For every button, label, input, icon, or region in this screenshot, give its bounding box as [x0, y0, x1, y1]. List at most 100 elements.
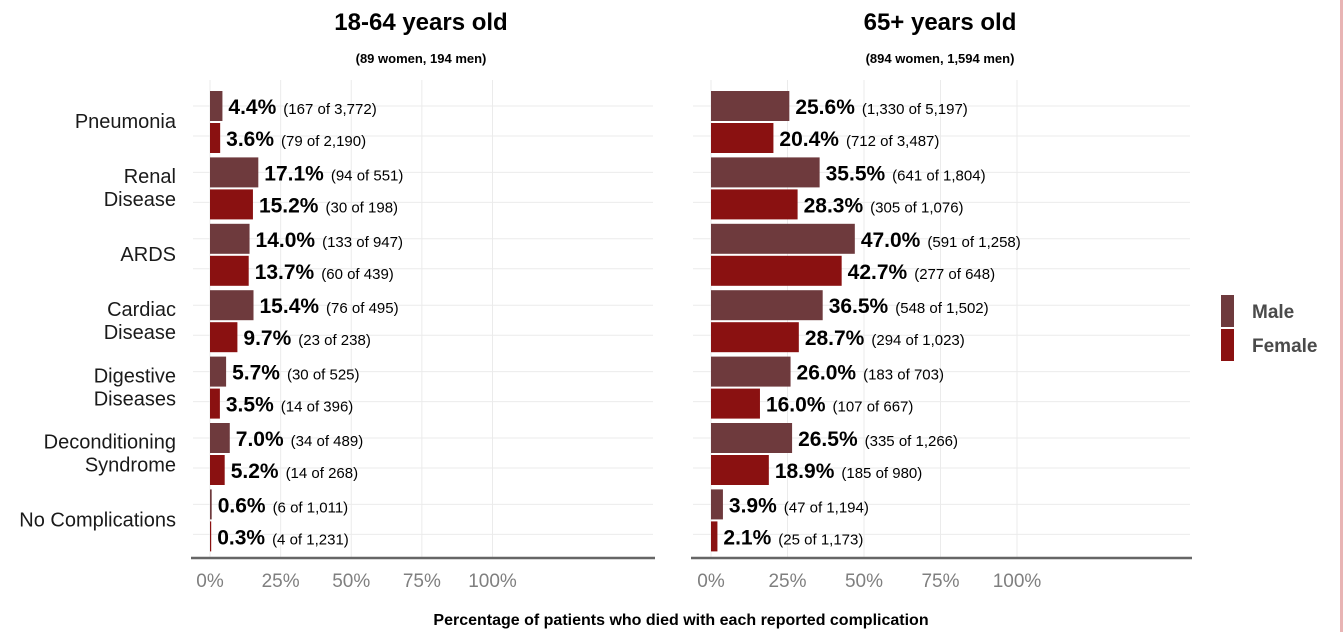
value-label: 3.9% [729, 494, 777, 517]
count-label: (30 of 525) [287, 367, 360, 384]
x-tick-label: 50% [845, 571, 883, 592]
count-label: (4 of 1,231) [272, 531, 349, 548]
bar-female [210, 521, 212, 552]
count-label: (94 of 551) [331, 167, 404, 184]
bar-female [711, 388, 760, 419]
count-label: (712 of 3,487) [846, 133, 939, 150]
count-label: (79 of 2,190) [281, 133, 366, 150]
value-label: 9.7% [243, 327, 291, 350]
bar-label: 9.7% (23 of 238) [243, 327, 370, 350]
x-tick-label: 100% [468, 571, 517, 592]
panel-title: 65+ years old [864, 9, 1017, 36]
value-label: 7.0% [236, 428, 284, 451]
count-label: (107 of 667) [833, 399, 914, 416]
value-label: 14.0% [256, 229, 316, 252]
x-tick-label: 50% [332, 571, 370, 592]
count-label: (14 of 268) [286, 465, 359, 482]
bar-male [711, 290, 823, 321]
window-edge [1340, 0, 1343, 632]
bar-label: 16.0% (107 of 667) [766, 394, 913, 417]
x-axis-label: Percentage of patients who died with eac… [433, 612, 928, 629]
bar-male [711, 157, 820, 188]
count-label: (167 of 3,772) [283, 101, 376, 118]
bar-label: 47.0% (591 of 1,258) [861, 229, 1021, 252]
count-label: (30 of 198) [325, 199, 398, 216]
panel-title: 18-64 years old [334, 9, 507, 36]
category-label: No Complications [19, 510, 176, 532]
legend: Male Female [1221, 295, 1317, 361]
bar-label: 18.9% (185 of 980) [775, 460, 922, 483]
value-label: 15.2% [259, 194, 319, 217]
legend-swatch-female [1221, 329, 1234, 361]
legend-label: Male [1252, 302, 1294, 323]
bar-label: 26.5% (335 of 1,266) [798, 428, 958, 451]
bar-male [711, 91, 790, 121]
bar-label: 15.4% (76 of 495) [260, 295, 399, 318]
bar-label: 5.7% (30 of 525) [232, 362, 359, 385]
bar-male [210, 290, 254, 321]
value-label: 4.4% [228, 96, 276, 119]
bar-male [210, 489, 212, 520]
bar-label: 3.9% (47 of 1,194) [729, 494, 869, 517]
value-label: 5.7% [232, 362, 280, 385]
category-label: Syndrome [85, 455, 176, 477]
value-label: 16.0% [766, 394, 826, 417]
bar-male [210, 91, 223, 121]
value-label: 25.6% [795, 96, 855, 119]
value-label: 26.5% [798, 428, 858, 451]
count-label: (591 of 1,258) [927, 234, 1020, 251]
bar-male [210, 356, 227, 387]
bar-label: 26.0% (183 of 703) [797, 362, 944, 385]
count-label: (14 of 396) [281, 399, 354, 416]
bar-female [711, 455, 769, 485]
panel-1: 18-64 years old (89 women, 194 men) 4.4% (1… [191, 9, 655, 592]
bar-label: 4.4% (167 of 3,772) [228, 96, 376, 119]
count-label: (185 of 980) [841, 465, 922, 482]
count-label: (305 of 1,076) [870, 199, 963, 216]
bar-label: 35.5% (641 of 1,804) [826, 162, 986, 185]
count-label: (548 of 1,502) [895, 300, 988, 317]
bar-label: 3.6% (79 of 2,190) [226, 128, 366, 151]
value-label: 15.4% [260, 295, 320, 318]
value-label: 13.7% [255, 261, 315, 284]
bar-male [711, 423, 793, 453]
bar-male [711, 223, 855, 254]
count-label: (133 of 947) [322, 234, 403, 251]
bar-label: 13.7% (60 of 439) [255, 261, 394, 284]
x-tick-label: 75% [921, 571, 959, 592]
count-label: (6 of 1,011) [273, 499, 349, 516]
bar-female [711, 322, 799, 353]
value-label: 17.1% [264, 162, 324, 185]
value-label: 20.4% [779, 128, 839, 151]
bar-label: 20.4% (712 of 3,487) [779, 128, 939, 151]
bar-label: 2.1% (25 of 1,173) [723, 526, 863, 549]
category-label: Digestive [94, 365, 176, 387]
x-tick-label: 0% [697, 571, 725, 592]
bar-male [711, 356, 791, 387]
count-label: (60 of 439) [321, 266, 394, 283]
category-label: Disease [104, 322, 176, 344]
count-label: (335 of 1,266) [865, 433, 958, 450]
count-label: (76 of 495) [326, 300, 399, 317]
bar-female [210, 123, 221, 153]
bar-label: 7.0% (34 of 489) [236, 428, 363, 451]
bar-male [210, 157, 259, 188]
count-label: (183 of 703) [863, 367, 944, 384]
category-label: Renal [124, 166, 176, 188]
bar-label: 28.3% (305 of 1,076) [804, 194, 964, 217]
value-label: 5.2% [231, 460, 279, 483]
count-label: (277 of 648) [914, 266, 995, 283]
category-label: ARDS [120, 244, 176, 266]
count-label: (23 of 238) [298, 332, 371, 349]
bar-label: 36.5% (548 of 1,502) [829, 295, 989, 318]
count-label: (47 of 1,194) [784, 499, 869, 516]
count-label: (1,330 of 5,197) [862, 101, 968, 118]
panel-subtitle: (894 women, 1,594 men) [866, 51, 1015, 66]
bar-label: 28.7% (294 of 1,023) [805, 327, 965, 350]
bar-male [210, 423, 230, 453]
value-label: 26.0% [797, 362, 857, 385]
category-label: Diseases [94, 388, 176, 410]
value-label: 0.3% [217, 526, 265, 549]
bar-female [210, 255, 249, 286]
